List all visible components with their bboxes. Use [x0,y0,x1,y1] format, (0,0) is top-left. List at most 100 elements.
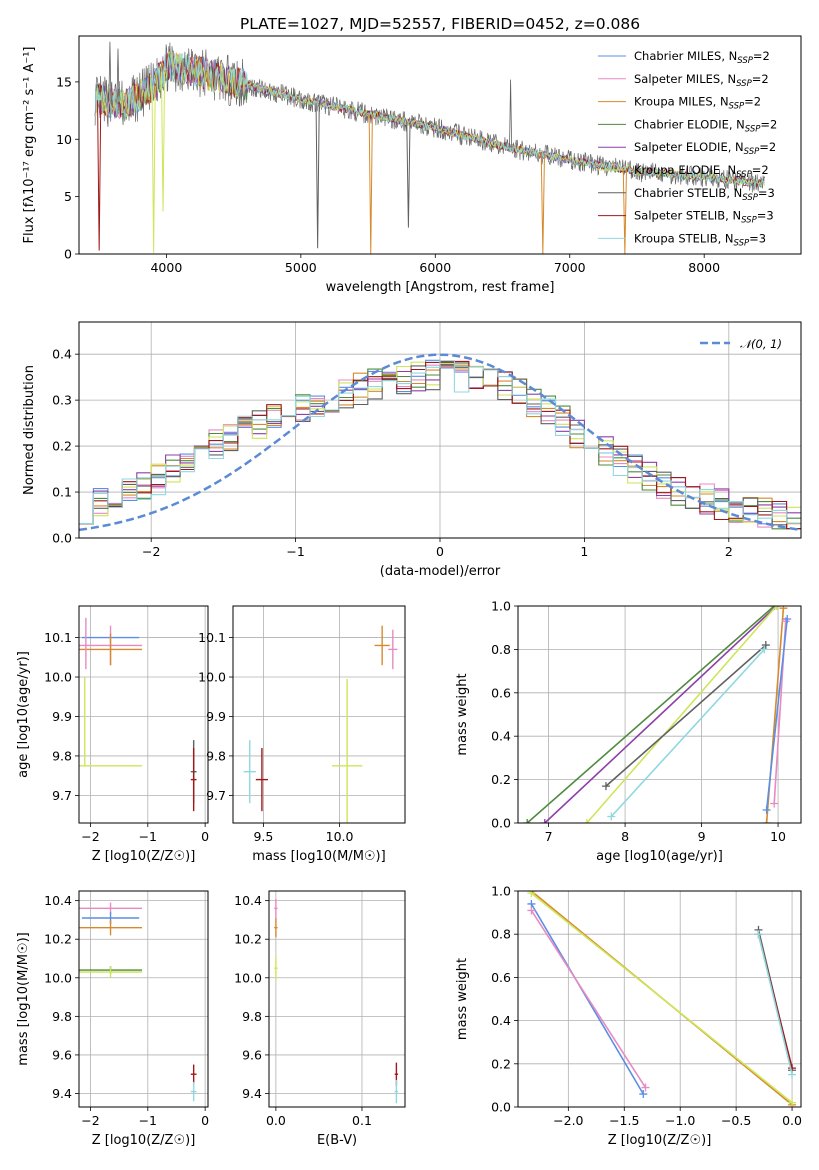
x-axis-label: E(B-V) [317,1133,357,1148]
y-tick-label: 10.4 [234,893,262,908]
weight-marker [761,641,770,650]
absorption-dip [315,102,320,249]
y-tick-label: 0.2 [491,1056,511,1071]
axes-frame [78,890,209,1108]
x-tick-label: 0.0 [782,1113,802,1128]
weight-marker [788,1070,797,1079]
plot-area [79,606,208,823]
plot-area [518,891,801,1107]
x-tick-label: 0 [201,829,209,844]
weight-line [765,618,788,811]
weight-marker [540,819,549,823]
plot-area [79,891,208,1107]
x-tick-label: 10.0 [326,829,354,844]
y-tick-label: 10 [56,132,72,147]
x-axis-label: wavelength [Angstrom, rest frame] [326,280,555,295]
y-tick-label: 9.6 [242,1047,262,1062]
weight-line [530,909,647,1089]
histogram-series [79,360,801,525]
plot-area [233,606,405,823]
x-tick-label: 7 [545,829,553,844]
weight-marker [760,645,769,654]
legend-label: Chabrier STELIB, NSSP=3 [634,186,775,203]
panel-spectrum: 4000 5000 6000 7000 8000 0 5 10 15 wavelength [An… [22,35,802,295]
weight-line [610,648,765,818]
x-tick-label: 5000 [285,260,317,275]
axes-frame [268,890,406,1108]
weight-line [757,934,793,1075]
panel-weight-vs-z: −2.0 −1.5 −1.0 −0.5 0.0 0.0 0.2 0.4 0.6 0.8 1.0 Z [… [455,884,802,1149]
weight-marker [772,606,781,610]
y-tick-label: 10.0 [198,670,226,685]
y-tick-label: 9.7 [52,788,72,803]
x-tick-label: 8000 [688,260,720,275]
weight-marker [639,1090,648,1099]
y-tick-label: 9.8 [242,1009,262,1024]
legend-label: Salpeter MILES, NSSP=2 [634,72,769,89]
x-tick-label: −2 [81,1113,99,1128]
y-tick-label: 9.8 [52,748,72,763]
y-tick-label: 15 [56,74,72,89]
legend-label: 𝒩(0, 1) [740,337,782,351]
x-tick-label: 9.5 [253,829,273,844]
weight-line [526,606,775,823]
legend-label: Chabrier ELODIE, NSSP=2 [634,117,777,134]
y-tick-label: 0.0 [491,816,511,831]
y-tick-label: 9.4 [242,1086,262,1101]
x-tick-label: 0 [436,544,444,559]
weight-marker [601,782,610,791]
spectrum-series [94,52,765,189]
weight-line [605,644,767,787]
absorption-dip [540,154,545,254]
panel-weight-vs-age: 7 8 9 10 0.0 0.2 0.4 0.6 0.8 1.0 age [log10(age/yr… [455,599,802,864]
y-tick-label: 10.1 [198,630,226,645]
spectrum-series [94,52,765,187]
y-tick-label: 9.6 [52,1047,72,1062]
x-axis-label: age [log10(age/yr)] [596,849,723,864]
x-tick-label: −1.0 [665,1113,695,1128]
legend-label: Kroupa ELODIE, NSSP=2 [634,163,769,180]
x-tick-label: 6000 [419,260,451,275]
y-tick-label: 5 [64,189,72,204]
y-tick-label: 1.0 [491,599,511,614]
panel-residuals: −2 −1 0 1 2 0.0 0.1 0.2 0.3 0.4 (data-model)/error… [22,321,802,579]
y-tick-label: 0.8 [491,642,511,657]
x-tick-label: 4000 [150,260,182,275]
y-tick-label: 10.0 [234,970,262,985]
legend-label: Kroupa MILES, NSSP=2 [634,95,761,112]
spectrum-legend: Chabrier MILES, NSSP=2 Salpeter MILES, NS… [598,49,777,248]
y-tick-label: 9.9 [52,709,72,724]
weight-marker [607,812,616,821]
absorption-dip [406,122,411,228]
y-tick-label: 10.4 [44,893,72,908]
emission-spike [108,41,112,103]
emission-spike [116,48,120,104]
y-tick-label: 10.1 [44,630,72,645]
weight-line [544,606,778,823]
weight-line [530,903,644,1095]
x-axis-label: Z [log10(Z/Z☉)] [92,849,196,864]
x-tick-label: 8 [621,829,629,844]
y-tick-label: 0.0 [491,1100,511,1115]
y-tick-label: 9.7 [206,788,226,803]
axes-frame [78,35,802,255]
plot-area [94,41,766,254]
weight-marker [527,906,536,915]
legend-label: Salpeter STELIB, NSSP=3 [634,209,774,226]
y-axis-label: mass [log10(M/M☉)] [16,932,31,1065]
weight-marker [783,615,792,624]
y-tick-label: 0.1 [52,485,72,500]
legend-label: Chabrier MILES, NSSP=2 [634,49,770,66]
legend-label: Kroupa STELIB, NSSP=3 [634,231,766,248]
plot-area [518,606,801,823]
weight-marker [770,799,779,808]
y-tick-label: 0.6 [491,685,511,700]
x-tick-label: −2 [81,829,99,844]
y-axis-label: Flux [fλ10⁻¹⁷ erg cm⁻² s⁻¹ A⁻¹] [22,47,37,244]
y-tick-label: 0.4 [491,1013,511,1028]
x-axis-label: Z [log10(Z/Z☉)] [92,1133,196,1148]
y-axis-label: mass weight [455,958,470,1040]
weight-marker [641,1083,650,1092]
axes-frame [517,605,802,824]
absorption-dip [151,85,156,253]
